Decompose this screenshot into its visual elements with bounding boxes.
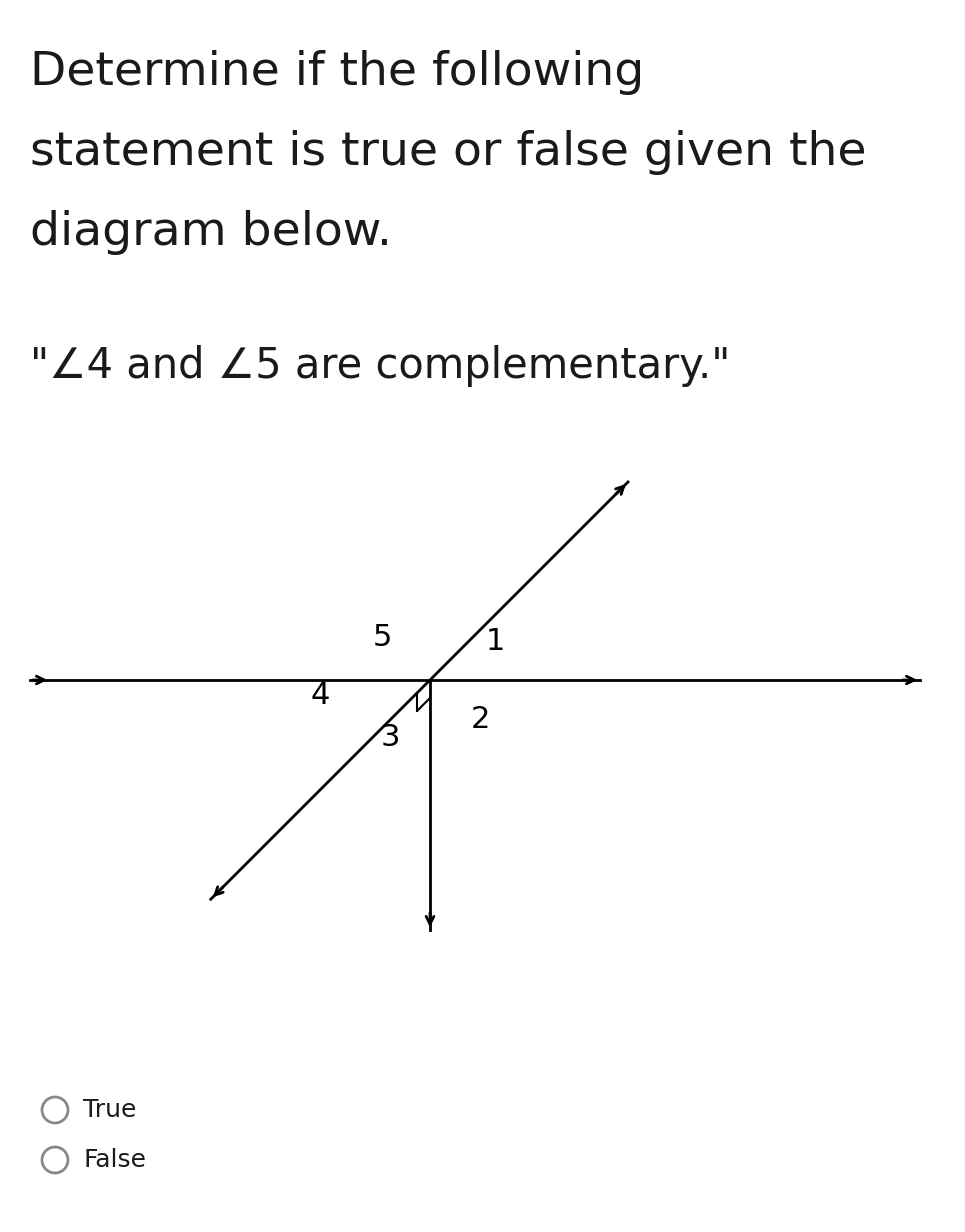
Text: False: False	[83, 1148, 146, 1172]
Text: 2: 2	[470, 706, 489, 734]
Text: 1: 1	[485, 627, 505, 657]
Text: 4: 4	[311, 680, 330, 710]
Text: 3: 3	[380, 723, 400, 753]
Text: "∠4 and ∠5 are complementary.": "∠4 and ∠5 are complementary."	[30, 345, 731, 387]
Text: True: True	[83, 1098, 136, 1122]
Text: Determine if the following: Determine if the following	[30, 51, 645, 95]
Text: 5: 5	[372, 623, 392, 653]
Text: statement is true or false given the: statement is true or false given the	[30, 131, 867, 175]
Text: diagram below.: diagram below.	[30, 209, 392, 255]
